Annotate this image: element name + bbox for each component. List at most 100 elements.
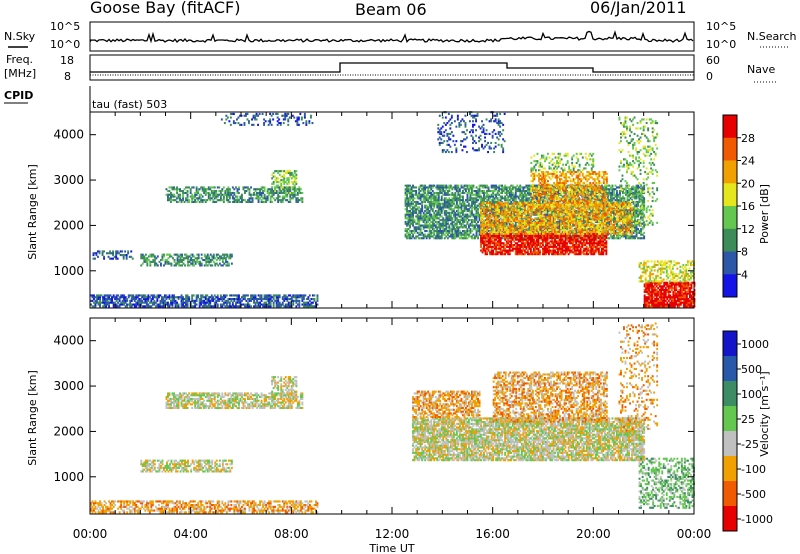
data-cell [433, 211, 436, 214]
data-cell [149, 255, 152, 258]
data-cell [448, 213, 451, 216]
data-cell [469, 219, 472, 222]
data-cell [262, 186, 265, 189]
data-cell [135, 294, 138, 297]
data-cell [486, 231, 489, 234]
data-cell [271, 195, 274, 198]
data-cell [126, 303, 129, 306]
data-cell [248, 122, 250, 125]
data-cell [272, 112, 275, 116]
data-cell [298, 191, 301, 195]
data-cell [465, 213, 467, 216]
data-cell [436, 202, 439, 205]
data-cell [96, 296, 98, 299]
data-cell [474, 213, 476, 216]
data-cell [209, 186, 212, 189]
data-cell [118, 299, 121, 302]
data-cell [91, 299, 94, 302]
data-cell [486, 199, 489, 202]
data-cell [502, 190, 505, 193]
data-cell [446, 186, 449, 189]
data-cell [406, 228, 409, 231]
data-cell [100, 294, 103, 297]
data-cell [316, 303, 319, 306]
data-cell [124, 301, 127, 304]
data-cell [409, 217, 412, 220]
data-cell [431, 226, 434, 229]
data-cell [216, 193, 219, 196]
data-cell [437, 199, 440, 202]
data-cell [219, 199, 222, 202]
data-cell [448, 188, 451, 191]
data-cell [430, 217, 433, 220]
data-cell [112, 305, 115, 308]
data-cell [421, 233, 424, 236]
data-cell [412, 211, 415, 214]
data-cell [277, 177, 280, 180]
data-cell [187, 259, 190, 262]
data-cell [605, 186, 608, 189]
data-cell [406, 231, 409, 234]
data-cell [418, 193, 421, 196]
data-cell [507, 197, 510, 200]
data-cell [283, 197, 286, 200]
data-cell [213, 197, 216, 200]
data-cell [278, 122, 281, 125]
data-cell [471, 206, 473, 209]
data-cell [212, 190, 215, 193]
data-cell [433, 233, 436, 236]
data-cell [406, 222, 409, 225]
data-cell [416, 193, 419, 196]
data-cell [452, 195, 455, 198]
data-cell [424, 200, 427, 204]
data-cell [457, 206, 460, 209]
data-cell [217, 257, 220, 260]
data-cell [434, 220, 437, 224]
data-cell [296, 303, 299, 306]
data-cell [460, 206, 463, 209]
data-cell [271, 188, 274, 191]
data-cell [404, 230, 407, 233]
data-cell [225, 118, 228, 121]
data-cell [452, 224, 455, 227]
data-cell [233, 197, 236, 200]
data-cell [415, 222, 418, 225]
data-cell [188, 200, 191, 204]
data-cell [407, 184, 410, 187]
data-cell [514, 186, 517, 189]
data-cell [256, 299, 259, 302]
data-cell [443, 184, 446, 187]
data-cell [297, 123, 300, 126]
data-cell [468, 191, 470, 195]
data-cell [419, 193, 422, 196]
data-cell [221, 260, 224, 263]
data-cell [171, 303, 174, 306]
data-cell [223, 122, 226, 125]
data-cell [156, 299, 159, 302]
data-cell [170, 199, 172, 202]
data-cell [266, 188, 269, 191]
data-cell [451, 217, 454, 220]
data-cell [161, 301, 163, 304]
data-cell [109, 294, 112, 297]
data-cell [195, 298, 198, 301]
data-cell [216, 299, 219, 302]
data-cell [440, 188, 443, 191]
data-cell [440, 195, 443, 198]
data-cell [245, 299, 248, 302]
data-cell [175, 253, 178, 256]
data-cell [634, 237, 637, 240]
data-cell [469, 213, 472, 216]
data-cell [115, 294, 118, 297]
data-cell [183, 305, 186, 308]
data-cell [430, 235, 433, 238]
data-cell [167, 303, 169, 306]
data-cell [421, 188, 424, 191]
data-cell [211, 255, 214, 258]
data-cell [221, 188, 224, 191]
data-cell [228, 200, 231, 204]
data-cell [445, 217, 448, 220]
data-cell [252, 123, 255, 126]
data-cell [428, 190, 431, 193]
data-cell [138, 303, 141, 306]
